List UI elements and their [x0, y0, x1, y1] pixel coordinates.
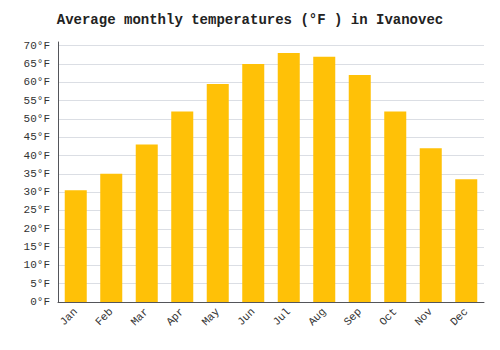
svg-text:35°F: 35°F — [24, 168, 50, 180]
svg-text:Dec: Dec — [448, 306, 470, 328]
svg-text:60°F: 60°F — [24, 76, 50, 88]
svg-text:Aug: Aug — [306, 306, 328, 328]
svg-text:Apr: Apr — [164, 306, 186, 328]
svg-text:Nov: Nov — [413, 305, 436, 328]
svg-text:45°F: 45°F — [24, 131, 50, 143]
svg-text:25°F: 25°F — [24, 204, 50, 216]
svg-text:30°F: 30°F — [24, 186, 50, 198]
svg-text:Jul: Jul — [271, 306, 293, 328]
svg-text:Mar: Mar — [129, 306, 151, 328]
svg-text:Sep: Sep — [342, 306, 364, 328]
svg-text:Average monthly temperatures (: Average monthly temperatures (°F ) in Iv… — [57, 12, 443, 28]
svg-text:15°F: 15°F — [24, 241, 50, 253]
svg-text:65°F: 65°F — [24, 58, 50, 70]
svg-text:0°F: 0°F — [30, 296, 50, 308]
svg-text:70°F: 70°F — [24, 40, 50, 52]
svg-text:10°F: 10°F — [24, 259, 50, 271]
svg-text:55°F: 55°F — [24, 95, 50, 107]
svg-text:50°F: 50°F — [24, 113, 50, 125]
svg-text:20°F: 20°F — [24, 223, 50, 235]
svg-text:Feb: Feb — [93, 306, 115, 328]
svg-text:Jun: Jun — [235, 306, 257, 328]
svg-text:Oct: Oct — [377, 306, 399, 328]
svg-text:40°F: 40°F — [24, 150, 50, 162]
svg-text:May: May — [200, 305, 223, 328]
svg-text:Jan: Jan — [58, 306, 80, 328]
svg-text:5°F: 5°F — [30, 278, 50, 290]
